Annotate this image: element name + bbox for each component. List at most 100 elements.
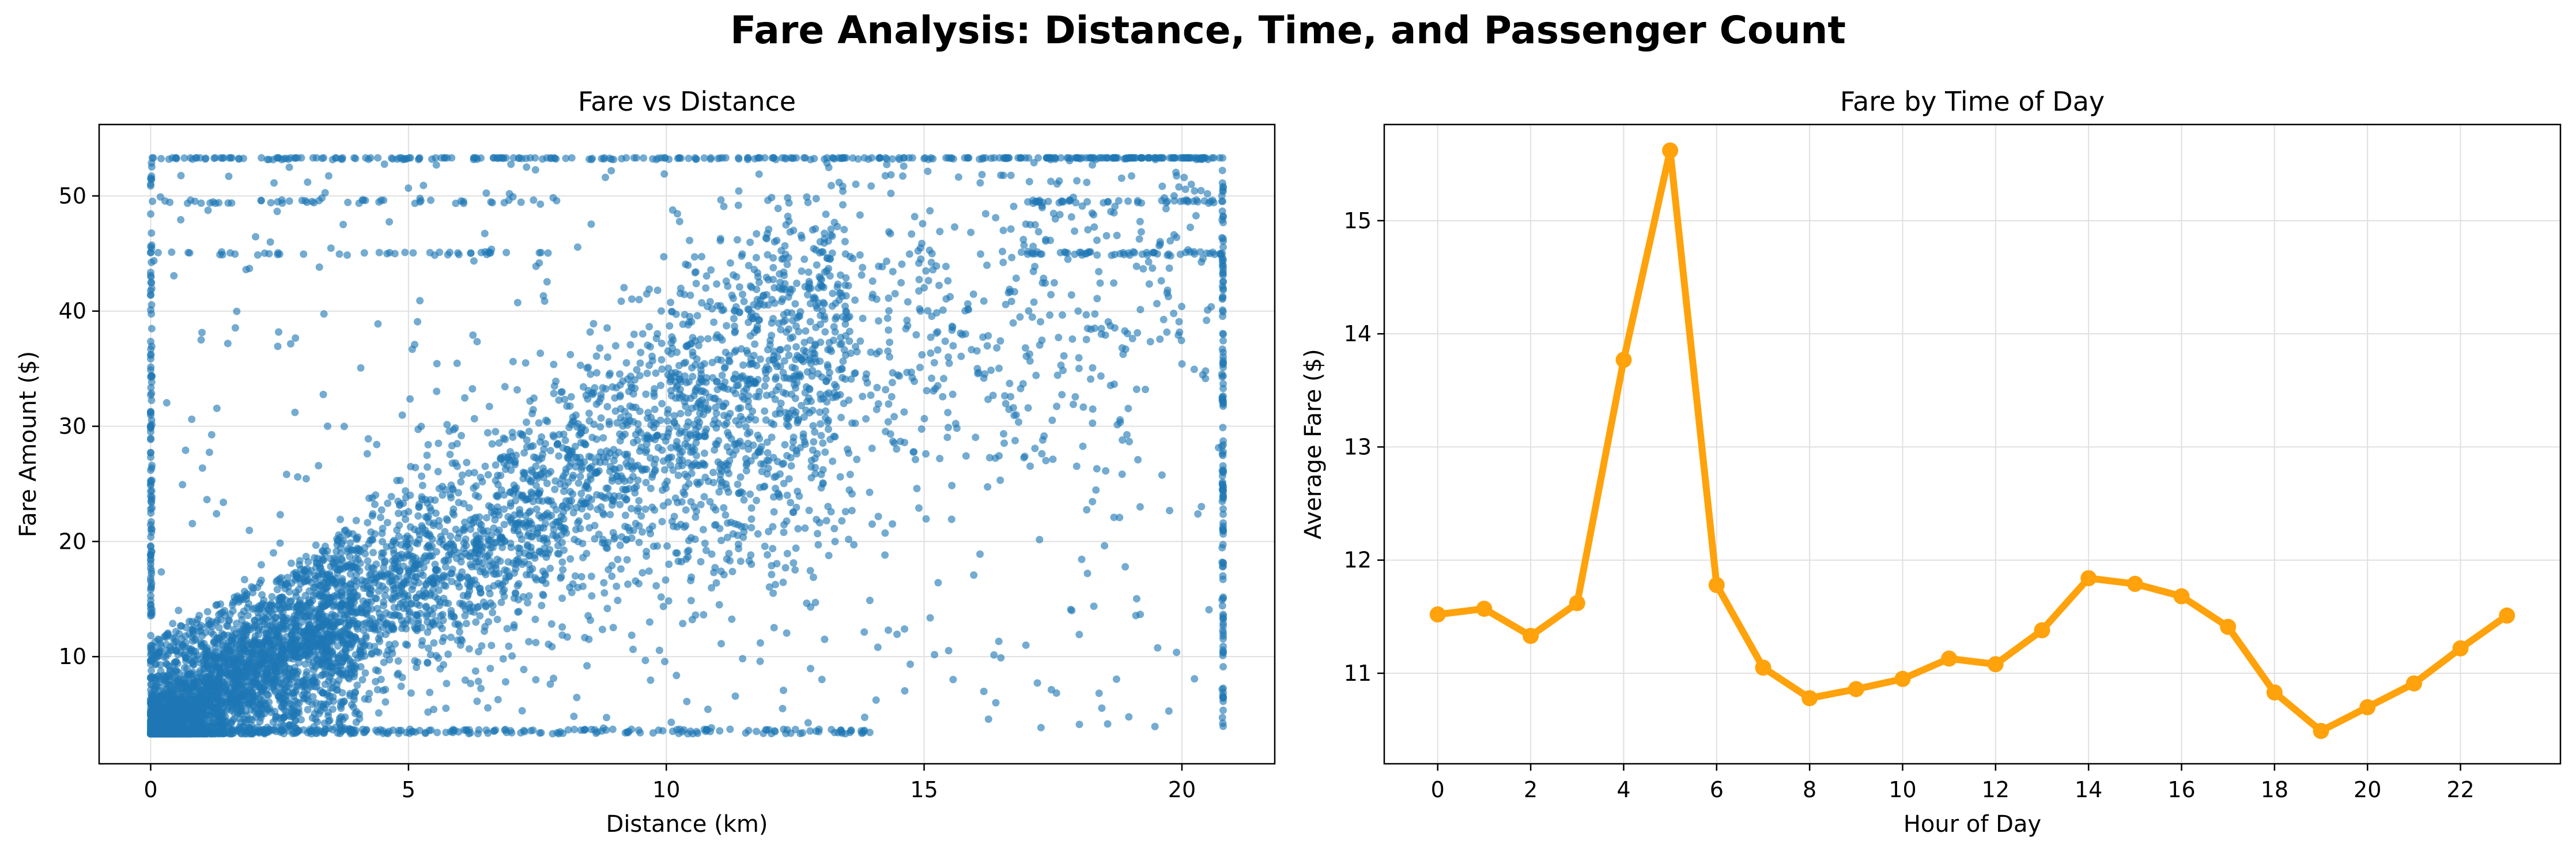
scatter-point bbox=[613, 582, 621, 590]
scatter-point bbox=[658, 340, 666, 348]
scatter-point bbox=[586, 328, 594, 336]
scatter-point bbox=[387, 493, 395, 500]
scatter-point bbox=[668, 344, 677, 352]
scatter-point bbox=[489, 609, 497, 617]
scatter-point bbox=[282, 625, 289, 633]
scatter-point bbox=[371, 594, 379, 602]
scatter-point bbox=[214, 711, 222, 719]
scatter-point bbox=[376, 631, 384, 639]
scatter-point bbox=[615, 370, 624, 378]
scatter-point bbox=[633, 507, 641, 515]
scatter-point bbox=[583, 512, 591, 521]
scatter-point bbox=[776, 346, 784, 354]
scatter-point bbox=[414, 512, 422, 520]
scatter-point bbox=[834, 280, 842, 288]
scatter-point bbox=[428, 542, 436, 550]
scatter-point bbox=[231, 666, 239, 674]
scatter-point bbox=[768, 433, 776, 442]
scatter-point bbox=[486, 665, 494, 673]
scatter-point bbox=[288, 631, 296, 639]
scatter-point bbox=[282, 683, 290, 691]
scatter-point bbox=[426, 504, 434, 512]
scatter-point bbox=[792, 343, 800, 351]
scatter-point bbox=[292, 592, 300, 600]
scatter-point bbox=[466, 583, 474, 591]
scatter-point bbox=[796, 370, 804, 378]
scatter-point bbox=[747, 551, 755, 559]
scatter-point bbox=[212, 655, 220, 663]
scatter-point bbox=[657, 382, 664, 390]
scatter-point bbox=[465, 645, 473, 653]
scatter-point bbox=[838, 517, 846, 525]
scatter-point bbox=[360, 626, 368, 634]
scatter-point bbox=[720, 402, 727, 410]
scatter-point bbox=[313, 642, 322, 650]
scatter-point bbox=[832, 315, 840, 323]
scatter-point bbox=[338, 555, 346, 563]
scatter-point bbox=[666, 322, 674, 330]
scatter-point bbox=[417, 624, 425, 632]
scatter-point bbox=[337, 515, 344, 523]
scatter-point bbox=[341, 611, 349, 619]
scatter-point bbox=[728, 568, 736, 575]
scatter-point bbox=[216, 665, 224, 673]
scatter-point bbox=[784, 293, 792, 301]
scatter-point bbox=[372, 570, 380, 578]
scatter-point bbox=[772, 373, 780, 381]
scatter-point bbox=[798, 267, 806, 275]
scatter-point bbox=[597, 394, 605, 402]
scatter-point bbox=[500, 491, 508, 499]
scatter-point bbox=[664, 498, 673, 506]
scatter-point bbox=[412, 564, 420, 572]
scatter-point bbox=[587, 370, 595, 378]
scatter-point bbox=[810, 438, 818, 446]
scatter-point bbox=[538, 454, 546, 462]
scatter-point bbox=[611, 451, 619, 459]
scatter-point bbox=[214, 674, 222, 682]
scatter-point bbox=[561, 436, 569, 444]
scatter-point bbox=[456, 599, 464, 608]
scatter-point bbox=[505, 642, 513, 650]
scatter-point bbox=[459, 525, 467, 533]
scatter-point bbox=[218, 719, 226, 727]
scatter-point bbox=[352, 718, 360, 726]
scatter-point bbox=[448, 459, 456, 467]
scatter-point bbox=[229, 717, 237, 724]
scatter-point bbox=[648, 522, 656, 530]
scatter-point bbox=[809, 406, 817, 414]
scatter-point bbox=[352, 516, 360, 525]
scatter-point bbox=[817, 420, 825, 428]
scatter-point bbox=[268, 593, 276, 601]
scatter-point bbox=[581, 440, 589, 448]
scatter-point bbox=[224, 623, 232, 630]
scatter-point bbox=[492, 564, 500, 572]
scatter-point bbox=[441, 527, 449, 536]
scatter-point bbox=[588, 390, 596, 398]
scatter-point bbox=[242, 621, 250, 629]
scatter-point bbox=[389, 581, 397, 589]
scatter-point bbox=[441, 563, 450, 571]
scatter-point bbox=[319, 689, 327, 697]
scatter-point bbox=[237, 611, 245, 619]
scatter-point bbox=[484, 552, 492, 560]
scatter-point bbox=[487, 544, 495, 552]
scatter-point bbox=[694, 416, 702, 424]
scatter-point bbox=[715, 488, 723, 496]
scatter-point bbox=[616, 541, 624, 549]
scatter-point bbox=[403, 641, 411, 649]
scatter-point bbox=[390, 604, 398, 612]
scatter-point bbox=[592, 352, 600, 360]
scatter-point bbox=[573, 519, 581, 527]
scatter-point bbox=[654, 286, 662, 295]
scatter-point bbox=[347, 592, 354, 600]
scatter-point bbox=[662, 576, 670, 584]
scatter-point bbox=[375, 587, 383, 595]
scatter-point bbox=[652, 369, 660, 377]
scatter-point bbox=[485, 402, 493, 410]
scatter-point bbox=[494, 696, 502, 704]
scatter-point bbox=[426, 591, 434, 599]
scatter-point bbox=[365, 642, 373, 650]
scatter-point bbox=[749, 408, 757, 415]
scatter-point bbox=[691, 361, 699, 369]
scatter-point bbox=[709, 374, 717, 382]
